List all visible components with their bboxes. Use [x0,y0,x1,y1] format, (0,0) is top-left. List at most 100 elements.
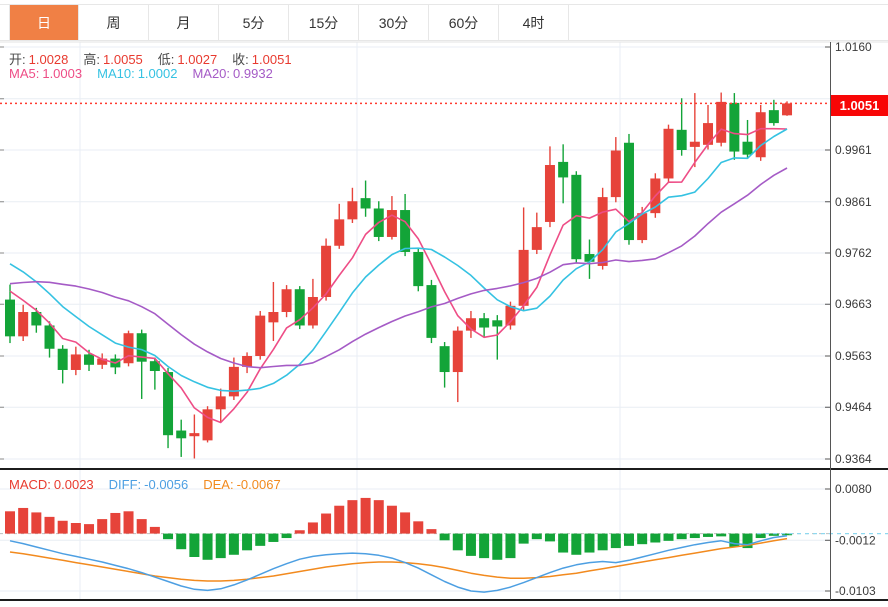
y-axis-label: 0.9364 [835,452,872,466]
macd-bar [505,533,516,559]
macd-bar [176,533,187,550]
macd-bar [321,513,332,534]
candle-body [149,361,160,372]
candle-body [347,201,358,220]
candle-body [189,433,200,437]
candle-body [610,150,621,198]
candle-body [597,197,608,266]
candle-body [544,165,555,222]
candle-body [479,318,490,328]
candle-body [321,245,332,297]
macd-bar [268,533,279,542]
ma-line-ma20 [9,167,788,369]
candle-body [360,198,371,209]
high-readout: 高: 1.0055 [83,52,143,67]
macd-bar [149,526,160,534]
candle-body [742,141,753,155]
macd-bar [5,511,15,534]
y-axis-label: 0.9762 [835,246,872,260]
candle-body [176,430,187,439]
candle-body [31,312,42,326]
macd-bar [479,533,490,559]
macd-bar [623,533,634,546]
macd-bar [452,533,463,551]
macd-bar [426,529,437,534]
macd-bar [439,533,450,541]
candle-body [465,318,476,331]
candle-body [268,312,279,323]
macd-bar [544,533,555,542]
macd-bar [676,533,687,540]
ma-legend: MA5: 1.0003 MA10: 1.0002 MA20: 0.9932 [9,66,273,81]
ma-line-ma5 [9,127,788,424]
candle-body [70,354,81,370]
tab-week[interactable]: 周 [79,5,149,40]
candle-body [584,254,595,262]
y-axis-label: 0.9961 [835,143,872,157]
ma-line-ma10 [9,128,788,393]
macd-bar [571,533,582,555]
candle-body [518,249,529,306]
ohlc-legend: 开: 1.0028 高: 1.0055 低: 1.0027 收: 1.0051 [9,49,292,68]
macd-bar [531,533,542,540]
macd-bar [610,533,621,549]
candle-body [663,128,674,179]
macd-readout: MACD: 0.0023 [9,477,94,492]
candle-body [294,289,305,326]
tab-60min[interactable]: 60分 [429,5,499,40]
tab-5min[interactable]: 5分 [219,5,289,40]
dea-readout: DEA: -0.0067 [203,477,281,492]
macd-bar [768,533,779,536]
ma5-readout: MA5: 1.0003 [9,66,83,81]
tab-30min[interactable]: 30分 [359,5,429,40]
candle-body [57,348,68,370]
macd-bar [18,507,29,534]
low-readout: 低: 1.0027 [157,52,218,67]
candle-body [163,372,174,436]
candle-body [123,333,134,364]
candle-body [716,101,727,143]
macd-bar [689,533,700,539]
y-axis-label: 1.0160 [835,40,872,54]
macd-bar [189,533,200,557]
macd-bar [307,522,318,534]
macd-bar [729,533,740,547]
macd-bar [518,533,529,544]
macd-bar [755,533,766,539]
macd-bar [782,533,793,536]
period-tabbar: 日 周 月 5分 15分 30分 60分 4时 [0,4,888,41]
macd-bar [294,530,305,534]
candle-body [452,330,463,373]
macd-bar [136,519,147,534]
macd-bar [57,520,68,534]
macd-bar [84,524,95,534]
tab-15min[interactable]: 15分 [289,5,359,40]
candle-body [281,289,292,313]
candle-body [729,102,740,152]
macd-bar [492,533,503,560]
macd-bar [637,533,648,545]
macd-bar [413,521,424,534]
ma20-readout: MA20: 0.9932 [192,66,273,81]
candle-body [242,356,253,367]
tab-4hour[interactable]: 4时 [499,5,569,40]
candle-body [18,312,29,337]
candle-body [5,299,15,337]
candle-body [386,210,397,237]
y-axis-label: 0.9464 [835,400,872,414]
macd-bar [558,533,569,553]
y-axis-label: 0.9861 [835,195,872,209]
macd-bar [400,512,411,534]
tab-month[interactable]: 月 [149,5,219,40]
tab-day[interactable]: 日 [9,5,79,40]
candle-body [136,333,147,362]
candle-body [623,142,634,241]
candle-body [571,174,582,260]
candle-body [97,358,108,365]
close-readout: 收: 1.0051 [232,52,292,67]
candle-body [400,210,411,252]
y-axis-label: -0.0012 [835,533,876,547]
macd-bar [347,500,358,534]
